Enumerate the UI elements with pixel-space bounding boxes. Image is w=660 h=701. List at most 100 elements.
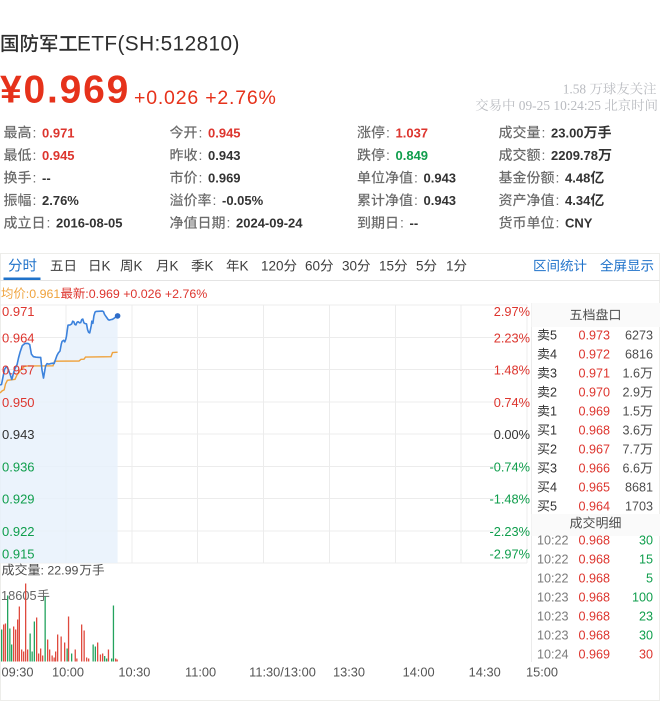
svg-text:0.945: 0.945 bbox=[208, 125, 241, 140]
svg-text:5: 5 bbox=[550, 500, 557, 514]
svg-text::: : bbox=[199, 170, 203, 186]
svg-text:0.966: 0.966 bbox=[578, 462, 610, 476]
svg-text:10:23: 10:23 bbox=[537, 629, 569, 643]
svg-text:: 22.99: : 22.99 bbox=[41, 564, 79, 578]
svg-text:15: 15 bbox=[639, 553, 653, 567]
svg-text:2.97%: 2.97% bbox=[494, 304, 530, 319]
svg-text:0.964: 0.964 bbox=[578, 500, 610, 514]
svg-text:0.973: 0.973 bbox=[578, 329, 610, 343]
svg-text:2209.78: 2209.78 bbox=[551, 148, 598, 163]
svg-text:0.965: 0.965 bbox=[578, 481, 610, 495]
svg-text::: : bbox=[556, 215, 560, 231]
svg-text::0.969 +0.026 +2.76%: :0.969 +0.026 +2.76% bbox=[85, 287, 207, 301]
svg-text::: : bbox=[414, 192, 418, 208]
svg-text:0.968: 0.968 bbox=[578, 610, 610, 624]
svg-text:120: 120 bbox=[261, 259, 284, 274]
svg-text:0.968: 0.968 bbox=[578, 572, 610, 586]
svg-text:23: 23 bbox=[639, 610, 653, 624]
svg-text:6.6: 6.6 bbox=[622, 462, 640, 476]
svg-text:0.969: 0.969 bbox=[578, 648, 610, 662]
svg-text:30: 30 bbox=[639, 648, 653, 662]
svg-text:-2.23%: -2.23% bbox=[489, 524, 530, 539]
svg-text:60: 60 bbox=[305, 259, 320, 274]
svg-text:14:00: 14:00 bbox=[403, 665, 435, 680]
svg-text:10:23: 10:23 bbox=[537, 591, 569, 605]
svg-text:0.968: 0.968 bbox=[578, 534, 610, 548]
svg-text:6816: 6816 bbox=[625, 348, 653, 362]
svg-text:1: 1 bbox=[550, 424, 557, 438]
svg-text:30: 30 bbox=[639, 534, 653, 548]
svg-text::: : bbox=[556, 192, 560, 208]
svg-text:0.945: 0.945 bbox=[42, 148, 75, 163]
svg-text:10:30: 10:30 bbox=[118, 665, 150, 680]
svg-text:3: 3 bbox=[550, 367, 557, 381]
svg-text:5: 5 bbox=[646, 572, 653, 586]
svg-text:1.037: 1.037 bbox=[396, 125, 429, 140]
svg-text:100: 100 bbox=[632, 591, 653, 605]
svg-text::: : bbox=[33, 192, 37, 208]
svg-text:13:30: 13:30 bbox=[333, 665, 365, 680]
svg-text:--: -- bbox=[42, 171, 51, 186]
svg-text:2024-09-24: 2024-09-24 bbox=[236, 216, 303, 231]
svg-text:-0.05%: -0.05% bbox=[222, 193, 264, 208]
svg-text:0.849: 0.849 bbox=[396, 148, 429, 163]
svg-text:0.968: 0.968 bbox=[578, 629, 610, 643]
svg-text::: : bbox=[542, 124, 546, 140]
svg-text:4: 4 bbox=[550, 481, 557, 495]
svg-text:3.6: 3.6 bbox=[622, 424, 640, 438]
svg-text:0.74%: 0.74% bbox=[494, 395, 530, 410]
svg-text:0.969: 0.969 bbox=[208, 171, 241, 186]
svg-text:15:00: 15:00 bbox=[526, 665, 558, 680]
svg-text:0.971: 0.971 bbox=[42, 125, 75, 140]
svg-text::: : bbox=[227, 215, 231, 231]
svg-text:K: K bbox=[134, 259, 143, 274]
svg-text:2.23%: 2.23% bbox=[494, 330, 530, 345]
svg-text:1: 1 bbox=[550, 405, 557, 419]
svg-text:1.5: 1.5 bbox=[622, 405, 640, 419]
svg-text:1.48%: 1.48% bbox=[494, 363, 530, 378]
svg-text:10:24: 10:24 bbox=[537, 648, 569, 662]
svg-text::0.961: :0.961 bbox=[26, 287, 61, 301]
svg-text:0.943: 0.943 bbox=[208, 148, 241, 163]
svg-text:10:00: 10:00 bbox=[52, 665, 84, 680]
svg-text:2016-08-05: 2016-08-05 bbox=[56, 216, 123, 231]
svg-text:0.968: 0.968 bbox=[578, 553, 610, 567]
svg-text:2.76%: 2.76% bbox=[42, 193, 79, 208]
svg-text:3: 3 bbox=[550, 462, 557, 476]
svg-text:11:30/13:00: 11:30/13:00 bbox=[249, 665, 316, 680]
svg-text:0.950: 0.950 bbox=[2, 395, 35, 410]
svg-text::: : bbox=[556, 170, 560, 186]
svg-text::: : bbox=[33, 124, 37, 140]
svg-text::: : bbox=[542, 147, 546, 163]
svg-text:K: K bbox=[240, 259, 249, 274]
svg-text:2: 2 bbox=[550, 386, 557, 400]
svg-text:30: 30 bbox=[639, 629, 653, 643]
svg-text:5: 5 bbox=[416, 259, 424, 274]
svg-text:09:30: 09:30 bbox=[2, 665, 34, 680]
svg-text:18605: 18605 bbox=[1, 588, 37, 603]
svg-text:ETF(SH:512810): ETF(SH:512810) bbox=[77, 33, 240, 56]
svg-text:+0.026 +2.76%: +0.026 +2.76% bbox=[134, 87, 277, 109]
svg-text:0.964: 0.964 bbox=[2, 330, 35, 345]
svg-text::: : bbox=[400, 215, 404, 231]
svg-text:4.48: 4.48 bbox=[565, 171, 590, 186]
svg-text:-0.74%: -0.74% bbox=[489, 459, 530, 474]
svg-text:--: -- bbox=[410, 216, 419, 231]
svg-text:1703: 1703 bbox=[625, 500, 653, 514]
svg-text:11:00: 11:00 bbox=[185, 665, 216, 680]
svg-text::: : bbox=[47, 215, 51, 231]
svg-text:0.968: 0.968 bbox=[578, 591, 610, 605]
svg-text:7.7: 7.7 bbox=[622, 443, 640, 457]
svg-text:4: 4 bbox=[550, 348, 557, 362]
svg-text:K: K bbox=[102, 259, 111, 274]
svg-text:6273: 6273 bbox=[625, 329, 653, 343]
svg-text:0.971: 0.971 bbox=[2, 304, 35, 319]
svg-text:0.00%: 0.00% bbox=[494, 427, 530, 442]
svg-text::: : bbox=[213, 192, 217, 208]
svg-text:10:23: 10:23 bbox=[537, 610, 569, 624]
svg-text:2: 2 bbox=[550, 443, 557, 457]
svg-text:0.943: 0.943 bbox=[424, 171, 457, 186]
svg-text:0.972: 0.972 bbox=[578, 348, 610, 362]
svg-text::: : bbox=[33, 170, 37, 186]
svg-text:2.9: 2.9 bbox=[622, 386, 640, 400]
